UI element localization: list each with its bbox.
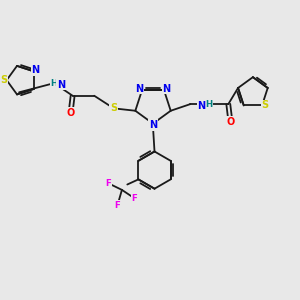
Text: O: O: [66, 108, 75, 118]
Text: N: N: [149, 120, 157, 130]
Text: F: F: [115, 201, 120, 210]
Text: H: H: [50, 79, 58, 88]
Text: N: N: [197, 101, 206, 111]
Text: N: N: [136, 84, 144, 94]
Text: F: F: [106, 179, 111, 188]
Text: O: O: [226, 117, 235, 127]
Text: N: N: [57, 80, 65, 90]
Text: S: S: [0, 75, 7, 85]
Text: N: N: [162, 84, 170, 94]
Text: H: H: [205, 100, 212, 109]
Text: N: N: [31, 65, 39, 75]
Text: F: F: [132, 194, 137, 203]
Text: S: S: [262, 100, 268, 110]
Text: S: S: [110, 103, 117, 113]
